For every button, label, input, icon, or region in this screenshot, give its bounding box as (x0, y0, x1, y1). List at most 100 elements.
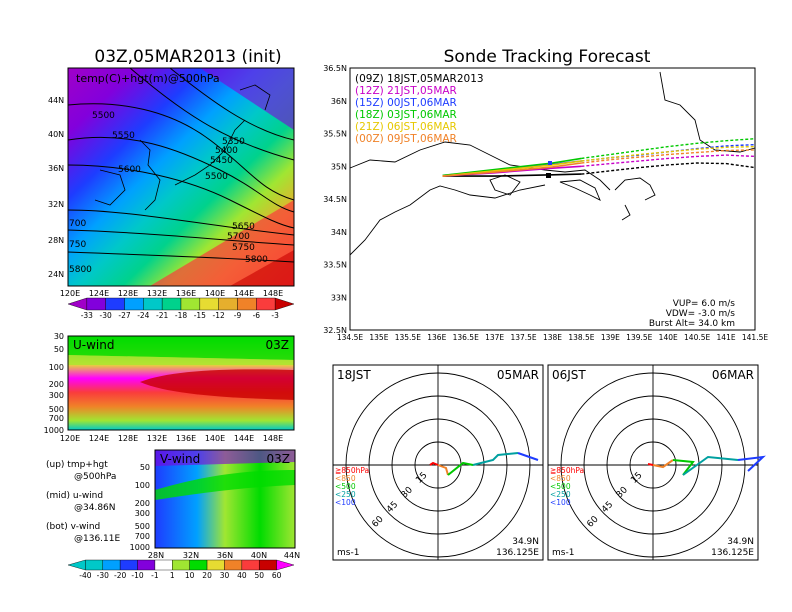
colorbar-cell (67, 297, 88, 311)
lon-tick: 128E (118, 289, 138, 298)
colorbar-label: -10 (131, 571, 143, 580)
lat-tick: 33.5N (323, 261, 347, 270)
track-line-dashed (581, 154, 756, 167)
colorbar-cell (172, 559, 190, 571)
colorbar-cell (124, 297, 144, 311)
contour-label: 750 (69, 240, 86, 250)
colorbar-label: -21 (156, 311, 168, 320)
track-line-dashed (581, 138, 756, 160)
colorbar-label: 50 (254, 571, 264, 580)
tracking-info: VUP= 6.0 m/s VDW= -3.0 m/s Burst Alt= 34… (649, 299, 735, 329)
lon-tick: 136E (176, 434, 196, 443)
lon-tick: 138.5E (568, 333, 594, 342)
colorbar-label: -30 (100, 311, 112, 320)
p-tick: 30 (54, 332, 64, 341)
uwind-label: U-wind (73, 338, 114, 352)
colorbar-label: 10 (185, 571, 195, 580)
launch-marker (546, 173, 551, 178)
hodograph-units: ms-1 (337, 548, 359, 558)
left-lon-axis: 120E 124E 128E 132E 136E 140E 144E 148E (60, 289, 283, 298)
left-lat-axis: 44N 40N 36N 32N 28N 24N (48, 96, 64, 279)
map-label: temp(C)+hgt(m)@500hPa (76, 72, 220, 85)
lon-tick: 137E (485, 333, 504, 342)
lon-tick: 120E (60, 434, 80, 443)
tracking-legend: (09Z) 18JST,05MAR2013 (12Z) 21JST,05MAR … (355, 73, 484, 145)
lat-tick: 28N (48, 236, 64, 245)
info-burst: Burst Alt= 34.0 km (649, 319, 735, 329)
lon-tick: 132E (147, 434, 167, 443)
level-legend: <850 (550, 474, 571, 483)
p-tick: 1000 (130, 543, 150, 552)
lon-tick: 139.5E (626, 333, 652, 342)
lon-tick: 137.5E (510, 333, 536, 342)
colorbar-cell (119, 559, 138, 571)
lon-tick: 128E (118, 434, 138, 443)
p-tick: 200 (135, 499, 150, 508)
colorbar-label: -40 (79, 571, 91, 580)
lon-tick: 140E (659, 333, 678, 342)
hodograph-trace (682, 455, 739, 476)
lon-tick: 134.5E (337, 333, 363, 342)
colorbar-label: 1 (170, 571, 175, 580)
temp-map: 5500 5550 5600 5350 5400 5450 5500 5650 … (67, 67, 295, 287)
colorbar-cell (218, 297, 238, 311)
legend-item: (21Z) 06JST,06MAR (355, 121, 457, 133)
legend-item: (09Z) 18JST,05MAR2013 (355, 73, 484, 85)
colorbar-label: -24 (137, 311, 149, 320)
contour-label: 5500 (92, 111, 115, 121)
lat-tick: 32N (48, 200, 64, 209)
hodograph-lat: 34.9N (512, 537, 539, 547)
level-legend: ≧850hPa (550, 466, 584, 475)
colorbar-cell (199, 297, 219, 311)
hodograph-lat: 34.9N (727, 537, 754, 547)
note: (mid) u-wind (46, 491, 103, 501)
contour-label: 5750 (232, 243, 255, 253)
tracking-title: Sonde Tracking Forecast (444, 47, 651, 67)
hodograph-lon: 136.125E (496, 548, 539, 558)
colorbar-label: -27 (118, 311, 130, 320)
p-tick: 300 (135, 509, 150, 518)
hodograph-date: 06MAR (712, 368, 754, 382)
hodograph-trace (447, 461, 474, 476)
contour-label: 5350 (222, 137, 245, 147)
lat-tick: 34.5N (323, 195, 347, 204)
level-legend: <250 (335, 490, 356, 499)
contour-label: 5550 (112, 131, 135, 141)
track-line (442, 157, 582, 177)
uwind-p-axis: 30 50 100 200 300 500 700 1000 (44, 332, 64, 435)
legend-item: (12Z) 21JST,05MAR (355, 85, 457, 97)
lon-tick: 141E (717, 333, 736, 342)
tracking-map: (09Z) 18JST,05MAR2013 (12Z) 21JST,05MAR … (349, 67, 756, 331)
lat-tick: 33N (331, 293, 347, 302)
hodograph-trace (647, 463, 654, 466)
colorbar-cell (105, 297, 125, 311)
contour-label: 5500 (205, 172, 228, 182)
contour-label: 5650 (232, 222, 255, 232)
lon-tick: 135.5E (395, 333, 421, 342)
colorbar-label: -20 (114, 571, 126, 580)
colorbar-label: -18 (175, 311, 187, 320)
uwind-lon-axis: 120E 124E 128E 132E 136E 140E 144E 148E (60, 434, 283, 443)
lon-tick: 136E (427, 333, 446, 342)
colorbar-label: 20 (202, 571, 212, 580)
hodograph-trace (429, 461, 439, 466)
lat-tick: 44N (284, 551, 300, 560)
lat-tick: 36N (48, 164, 64, 173)
lon-tick: 144E (234, 434, 254, 443)
lat-tick: 36N (331, 97, 347, 106)
level-legend: <100 (550, 498, 571, 507)
contour-label: 5700 (227, 232, 250, 242)
level-legend: <500 (335, 482, 356, 491)
lon-tick: 120E (60, 289, 80, 298)
colorbar-cell (274, 297, 295, 311)
level-legend: <500 (550, 482, 571, 491)
vwind-lat-axis: 28N 32N 36N 40N 44N (148, 551, 300, 560)
lon-tick: 124E (89, 434, 109, 443)
note: @34.86N (74, 503, 116, 513)
colorbar-cell (161, 297, 182, 311)
hodograph-trace (472, 452, 519, 466)
lat-tick: 35N (331, 162, 347, 171)
track-line (442, 162, 582, 177)
lat-tick: 36.5N (323, 64, 347, 73)
left-title: 03Z,05MAR2013 (init) (94, 47, 281, 67)
